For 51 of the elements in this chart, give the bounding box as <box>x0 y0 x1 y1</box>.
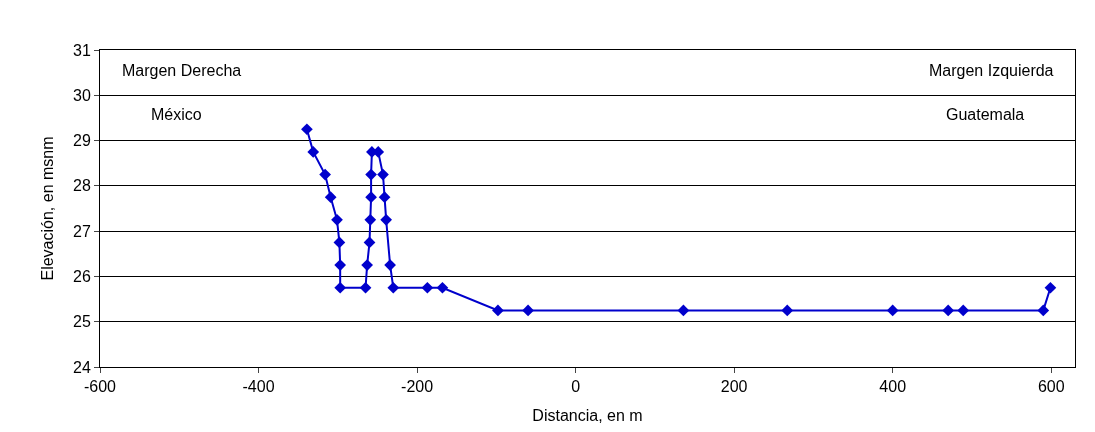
point <box>364 213 377 226</box>
y-tick-label: 25 <box>73 313 91 331</box>
annotation: Margen Derecha <box>122 62 242 79</box>
point <box>781 304 794 317</box>
annotation: Guatemala <box>946 106 1025 123</box>
y-tick-label: 28 <box>73 177 91 195</box>
point <box>1037 304 1050 317</box>
point <box>384 259 396 271</box>
point <box>378 191 391 204</box>
point <box>522 304 534 317</box>
x-axis-title: Distancia, en m <box>532 406 643 424</box>
y-tick-label: 27 <box>73 222 91 240</box>
x-tick-label: 200 <box>720 378 748 396</box>
point <box>301 123 313 136</box>
x-tick-label: -600 <box>83 378 117 396</box>
point <box>387 281 400 294</box>
annotation: Margen Izquierda <box>929 62 1054 79</box>
point <box>1044 281 1057 294</box>
point <box>436 281 449 294</box>
point <box>334 259 347 271</box>
y-tick-label: 29 <box>73 132 91 150</box>
point <box>942 304 955 317</box>
y-axis-title: Elevación, en msnm <box>38 136 56 281</box>
point <box>363 236 376 249</box>
point <box>359 281 372 294</box>
point <box>886 304 899 317</box>
point <box>365 191 377 204</box>
point <box>319 168 331 181</box>
y-tick-label: 30 <box>73 86 91 104</box>
point <box>492 304 504 317</box>
point <box>324 191 337 204</box>
y-tick-label: 31 <box>73 41 91 59</box>
x-tick-label: 600 <box>1037 378 1065 396</box>
point <box>334 281 347 294</box>
y-tick-label: 24 <box>73 358 91 376</box>
point <box>380 213 393 226</box>
point <box>333 236 346 249</box>
x-tick-label: 0 <box>571 378 581 396</box>
point <box>307 146 320 158</box>
point <box>677 304 690 317</box>
point <box>377 168 389 181</box>
annotation: México <box>151 106 202 123</box>
x-tick-label: 400 <box>879 378 907 396</box>
point <box>361 259 373 271</box>
x-tick-label: -200 <box>401 378 434 396</box>
point <box>421 281 434 294</box>
x-tick-label: -400 <box>242 378 275 396</box>
point <box>365 168 377 181</box>
y-tick-label: 26 <box>73 268 91 286</box>
point <box>957 304 970 317</box>
point <box>331 213 343 226</box>
